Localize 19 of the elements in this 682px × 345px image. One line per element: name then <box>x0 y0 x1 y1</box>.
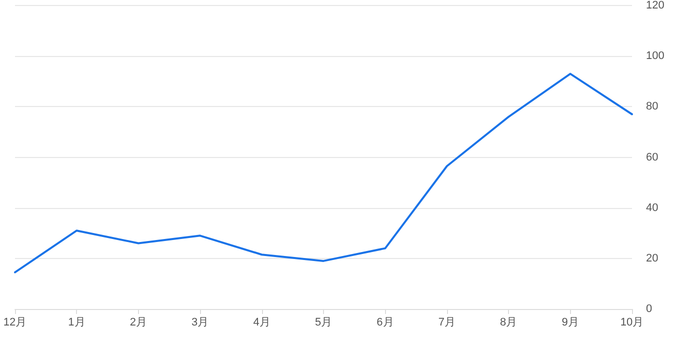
x-tick-label: 1月 <box>68 316 86 328</box>
x-tick-label: 5月 <box>314 316 332 328</box>
x-tick-label: 4月 <box>253 316 270 328</box>
x-tick-label: 12月 <box>3 316 27 328</box>
x-tick-label: 7月 <box>438 316 456 328</box>
x-tick-label: 6月 <box>376 316 394 328</box>
y-tick-label: 0 <box>646 303 652 315</box>
line-series <box>14 72 633 274</box>
x-tick-label: 9月 <box>562 316 579 328</box>
y-tick-label: 40 <box>646 202 658 214</box>
y-tick-label: 100 <box>646 50 664 62</box>
y-tick-label: 20 <box>646 252 658 264</box>
y-tick-label: 80 <box>646 100 658 113</box>
x-tick-label: 8月 <box>500 316 518 328</box>
x-tick-label: 2月 <box>130 316 147 328</box>
y-tick-label: 120 <box>646 0 664 12</box>
x-tick-label: 3月 <box>192 316 209 328</box>
x-tick-label: 10月 <box>620 316 644 328</box>
y-tick-label: 60 <box>646 151 658 164</box>
